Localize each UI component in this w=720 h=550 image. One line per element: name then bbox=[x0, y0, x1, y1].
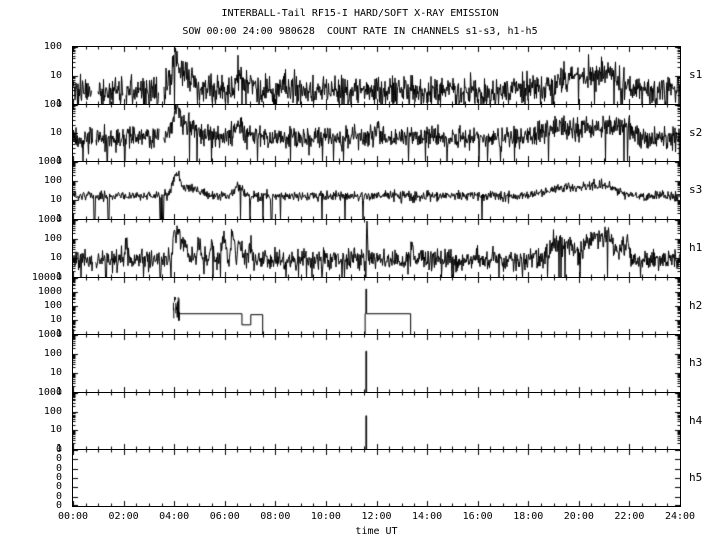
panel-s1-canvas bbox=[73, 47, 680, 104]
x-tick-label: 12:00 bbox=[361, 511, 392, 522]
y-tick-label: 100 bbox=[43, 405, 68, 417]
panel-h1 bbox=[72, 219, 681, 277]
y-tick-label: 0 bbox=[55, 462, 68, 474]
y-tick-label: 0 bbox=[55, 490, 68, 502]
channel-label-h2: h2 bbox=[689, 298, 703, 312]
x-tick-label: 02:00 bbox=[108, 511, 139, 522]
chart-subtitle: SOW 00:00 24:00 980628 COUNT RATE IN CHA… bbox=[182, 26, 538, 37]
y-tick-label: 1000 bbox=[37, 387, 68, 398]
y-tick-label: 0 bbox=[55, 453, 68, 465]
channel-label-h4: h4 bbox=[689, 413, 703, 427]
panel-h3-canvas bbox=[73, 335, 680, 392]
panel-s1 bbox=[72, 46, 681, 104]
panel-h1-canvas bbox=[73, 220, 680, 277]
y-tick-label: 100 bbox=[43, 174, 68, 186]
panel-s2-canvas bbox=[73, 105, 680, 161]
channel-label-h3: h3 bbox=[689, 356, 703, 369]
y-tick-label: 100 bbox=[43, 41, 68, 52]
x-tick-label: 16:00 bbox=[462, 511, 493, 522]
plot-area bbox=[72, 46, 681, 507]
y-tick-label: 0 bbox=[55, 481, 68, 493]
channel-label-h5: h5 bbox=[689, 471, 703, 484]
y-tick-label: 100 bbox=[43, 99, 68, 110]
panel-h5-canvas bbox=[73, 450, 680, 506]
y-tick-label: 0 bbox=[55, 500, 68, 511]
x-tick-label: 24:00 bbox=[664, 511, 696, 522]
y-tick-label: 100 bbox=[43, 232, 68, 244]
panel-h4 bbox=[72, 392, 681, 449]
y-tick-label: 0 bbox=[55, 444, 68, 455]
y-tick-label: 1 bbox=[55, 155, 68, 166]
channel-label-s2: s2 bbox=[689, 125, 703, 139]
x-tick-label: 10:00 bbox=[310, 511, 341, 522]
y-tick-label: 10 bbox=[49, 252, 68, 264]
x-tick-label: 08:00 bbox=[260, 511, 291, 522]
y-tick-label: 10 bbox=[49, 127, 68, 138]
y-tick-label: 1 bbox=[55, 328, 68, 339]
panel-h4-canvas bbox=[73, 393, 680, 449]
x-tick-label: 00:00 bbox=[57, 511, 89, 522]
x-tick-label: 14:00 bbox=[412, 511, 443, 522]
panel-s3-canvas bbox=[73, 162, 680, 219]
y-tick-label: 1 bbox=[55, 386, 68, 397]
chart-title: INTERBALL-Tail RF15-I HARD/SOFT X-RAY EM… bbox=[221, 8, 499, 19]
y-tick-label: 1 bbox=[55, 98, 68, 109]
y-tick-label: 100 bbox=[43, 347, 68, 359]
panel-h2 bbox=[72, 277, 681, 334]
y-tick-label: 1 bbox=[55, 213, 68, 224]
y-tick-label: 10 bbox=[49, 314, 68, 325]
y-tick-label: 10 bbox=[49, 424, 68, 436]
x-tick-label: 04:00 bbox=[159, 511, 190, 522]
y-tick-label: 1000 bbox=[37, 329, 68, 340]
y-tick-label: 1000 bbox=[37, 156, 68, 167]
channel-label-h1: h1 bbox=[689, 241, 703, 254]
panel-h3 bbox=[72, 334, 681, 392]
x-tick-label: 22:00 bbox=[614, 511, 645, 522]
y-tick-label: 100 bbox=[43, 300, 68, 311]
x-tick-label: 20:00 bbox=[563, 511, 594, 522]
x-tick-label: 18:00 bbox=[513, 511, 544, 522]
y-tick-label: 1 bbox=[55, 443, 68, 454]
y-tick-label: 1 bbox=[55, 271, 68, 282]
y-tick-label: 0 bbox=[55, 472, 68, 483]
x-tick-label: 06:00 bbox=[209, 511, 240, 522]
y-tick-label: 1000 bbox=[37, 286, 68, 297]
panel-h2-canvas bbox=[73, 278, 680, 334]
panel-s3 bbox=[72, 161, 681, 219]
y-tick-label: 10 bbox=[49, 367, 68, 379]
y-tick-label: 10 bbox=[49, 69, 68, 81]
y-tick-label: 1000 bbox=[37, 214, 68, 225]
y-tick-label: 10000 bbox=[31, 272, 68, 283]
y-tick-label: 10 bbox=[49, 194, 68, 206]
channel-label-s1: s1 bbox=[689, 68, 703, 81]
panel-h5 bbox=[72, 449, 681, 507]
channel-label-s3: s3 bbox=[689, 183, 703, 196]
panel-s2 bbox=[72, 104, 681, 161]
x-axis-title: time UT bbox=[355, 526, 398, 537]
